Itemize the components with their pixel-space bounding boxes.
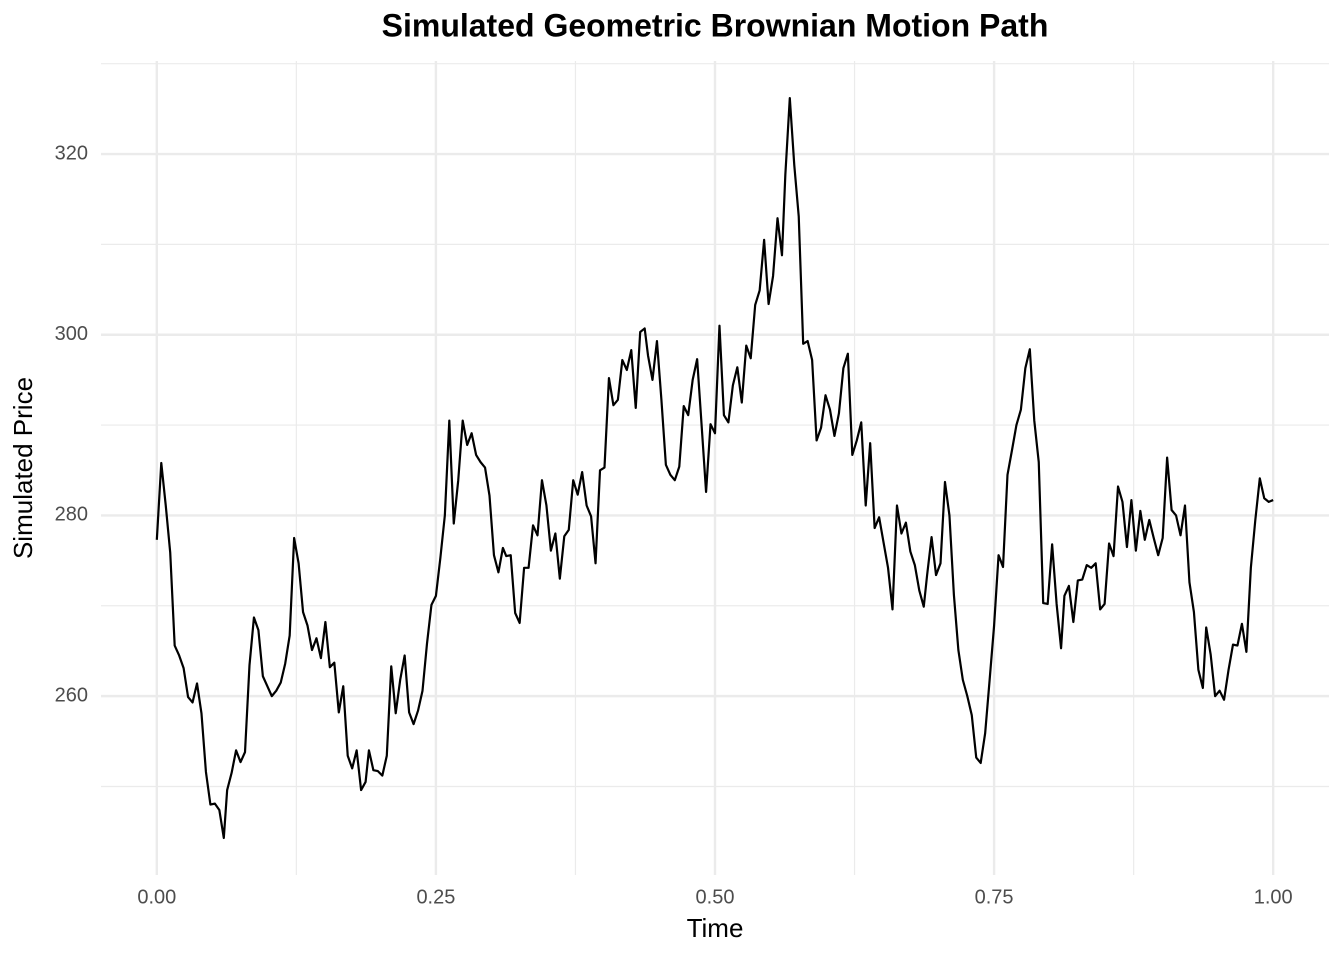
marks bbox=[155, 96, 1274, 840]
y-axis-title: Simulated Price bbox=[8, 377, 38, 559]
x-tick-label: 1.00 bbox=[1254, 886, 1293, 908]
chart-title: Simulated Geometric Brownian Motion Path bbox=[382, 7, 1049, 43]
y-tick-label: 300 bbox=[55, 323, 88, 345]
price-line bbox=[155, 96, 1274, 840]
x-tick-label: 0.00 bbox=[137, 886, 176, 908]
grid bbox=[101, 61, 1329, 875]
y-tick-label: 280 bbox=[55, 504, 88, 526]
y-tick-label: 320 bbox=[55, 142, 88, 164]
x-tick-label: 0.50 bbox=[696, 886, 735, 908]
x-tick-label: 0.25 bbox=[416, 886, 455, 908]
x-tick-label: 0.75 bbox=[975, 886, 1014, 908]
y-tick-label: 260 bbox=[55, 684, 88, 706]
x-axis-title: Time bbox=[687, 913, 744, 943]
